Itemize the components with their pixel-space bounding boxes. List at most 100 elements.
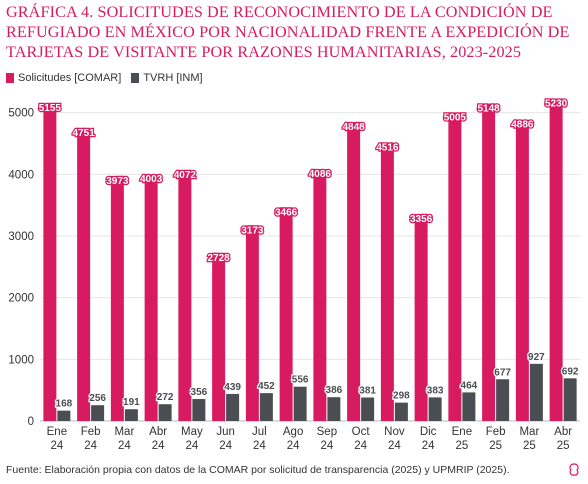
x-tick-label-month: Jul	[252, 426, 267, 438]
bar-inm	[57, 410, 71, 421]
legend-swatch-comar	[6, 73, 14, 83]
x-tick-label-month: Ene	[452, 426, 472, 438]
y-tick-label: 4000	[8, 169, 34, 181]
data-label-comar: 4086	[309, 169, 332, 180]
x-tick-label-year: 24	[152, 440, 165, 452]
y-tick-label: 1000	[8, 354, 34, 366]
data-label-inm: 927	[528, 352, 545, 363]
data-label-inm: 692	[562, 366, 579, 377]
bar-inm	[91, 405, 105, 421]
x-tick-label-year: 24	[422, 440, 435, 452]
data-label-inm: 383	[427, 385, 444, 396]
bar-comar	[448, 112, 462, 421]
data-label-inm: 356	[191, 387, 208, 398]
x-tick-label-month: Oct	[352, 426, 371, 438]
x-tick-label-month: Feb	[81, 426, 101, 438]
bar-inm	[496, 379, 510, 421]
bar-inm	[428, 397, 442, 421]
x-tick-label-year: 24	[320, 440, 333, 452]
x-tick-label-year: 24	[185, 440, 198, 452]
x-tick-label-year: 24	[219, 440, 232, 452]
data-label-inm: 381	[359, 386, 376, 397]
y-tick-label: 0	[28, 416, 34, 428]
bar-comar	[110, 175, 124, 421]
x-tick-label-month: Nov	[384, 426, 405, 438]
legend-swatch-inm	[131, 73, 140, 83]
bar-comar	[347, 122, 361, 421]
legend-item-inm: TVRH [INM]	[131, 72, 203, 84]
x-tick-label-month: Abr	[149, 426, 167, 438]
bar-comar	[212, 252, 226, 421]
y-tick-label: 2000	[8, 293, 34, 305]
x-tick-label-year: 24	[84, 440, 97, 452]
data-label-comar: 3466	[275, 207, 298, 218]
data-label-inm: 677	[494, 367, 511, 378]
data-label-comar: 5148	[478, 104, 501, 115]
bar-inm	[361, 397, 375, 421]
x-tick-label-year: 24	[118, 440, 131, 452]
logo-icon	[569, 463, 579, 476]
y-tick-label: 3000	[8, 231, 34, 243]
bar-inm	[158, 404, 172, 421]
data-label-comar: 5005	[444, 112, 467, 123]
data-label-inm: 439	[224, 382, 241, 393]
bar-comar	[313, 169, 327, 421]
bar-inm	[259, 393, 273, 421]
bar-chart: 0 1000 2000 3000 4000 5000 Ene 24 5155 168 Feb 24 47…	[8, 97, 580, 452]
bar-comar	[380, 142, 394, 421]
data-label-comar: 4003	[140, 174, 163, 185]
data-label-inm: 556	[292, 375, 309, 386]
data-label-comar: 3973	[106, 176, 129, 187]
data-label-inm: 191	[123, 397, 140, 408]
legend-label-inm: TVRH [INM]	[143, 72, 203, 84]
bar-comar	[245, 225, 259, 421]
bar-inm	[293, 386, 307, 421]
x-tick-label-year: 25	[557, 440, 570, 452]
x-tick-label-month: Mar	[114, 426, 134, 438]
x-tick-label-month: Feb	[486, 426, 506, 438]
bar-inm	[563, 378, 577, 421]
data-label-comar: 4886	[511, 120, 534, 131]
x-tick-label-year: 24	[253, 440, 266, 452]
bar-comar	[178, 169, 192, 421]
y-tick-label: 5000	[8, 108, 34, 120]
x-tick-label-year: 25	[489, 440, 502, 452]
data-label-inm: 386	[326, 385, 343, 396]
bar-inm	[192, 399, 206, 421]
bar-comar	[144, 174, 158, 421]
bar-comar	[549, 98, 563, 421]
x-tick-label-month: May	[181, 426, 203, 438]
x-tick-label-year: 24	[388, 440, 401, 452]
bar-inm	[394, 402, 408, 421]
data-label-comar: 5230	[545, 98, 568, 109]
data-label-inm: 256	[89, 393, 106, 404]
data-label-comar: 3173	[241, 225, 264, 236]
x-tick-label-month: Jun	[216, 426, 235, 438]
bar-inm	[529, 363, 543, 421]
bar-comar	[77, 128, 91, 421]
data-label-inm: 168	[56, 399, 73, 410]
bar-comar	[482, 103, 496, 421]
bar-inm	[226, 393, 240, 421]
data-label-comar: 2728	[208, 253, 231, 264]
data-label-comar: 5155	[39, 103, 62, 114]
data-label-inm: 272	[157, 392, 174, 403]
legend-item-comar: Solicitudes [COMAR]	[6, 72, 121, 84]
bar-inm	[462, 392, 476, 421]
x-tick-label-year: 24	[287, 440, 300, 452]
x-tick-label-year: 25	[523, 440, 536, 452]
bar-comar	[515, 119, 529, 422]
bar-inm	[124, 409, 138, 421]
x-tick-label-month: Ago	[283, 426, 303, 438]
x-tick-label-month: Mar	[519, 426, 539, 438]
x-tick-label-month: Abr	[554, 426, 572, 438]
data-label-inm: 464	[461, 380, 478, 391]
data-label-comar: 4848	[343, 122, 366, 133]
data-label-comar: 4072	[174, 170, 197, 181]
x-tick-label-month: Dic	[420, 426, 437, 438]
x-tick-label-month: Ene	[47, 426, 67, 438]
x-tick-label-year: 24	[50, 440, 63, 452]
data-label-inm: 452	[258, 381, 275, 392]
data-label-comar: 3356	[410, 214, 433, 225]
bar-inm	[327, 397, 341, 421]
